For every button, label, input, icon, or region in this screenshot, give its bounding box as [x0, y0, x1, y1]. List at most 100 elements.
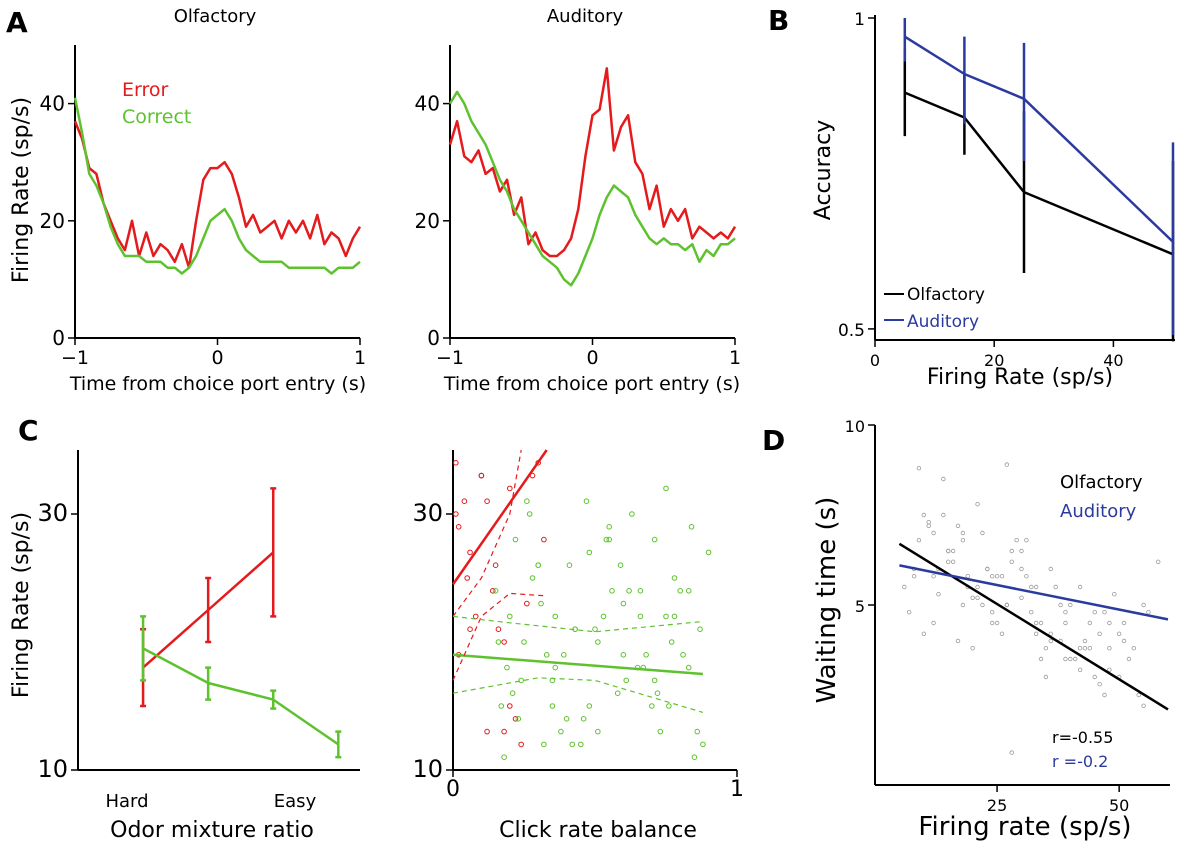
- data-point-error: [541, 536, 547, 543]
- data-point-correct: [509, 690, 516, 697]
- data-point: [990, 620, 995, 626]
- data-point-error: [472, 613, 479, 620]
- data-point: [1107, 620, 1112, 626]
- y-tick-label: 40: [415, 92, 440, 116]
- data-point: [960, 602, 966, 608]
- data-point-error: [464, 575, 471, 581]
- panel-d-waiting: 5 10 25 50 Firing rate (sp/s) Waiting time…: [812, 417, 1170, 842]
- panel-label-a: A: [6, 6, 28, 39]
- data-point: [936, 592, 941, 597]
- y-tick-label: 40: [40, 92, 65, 116]
- x-category-hard: Hard: [105, 791, 148, 812]
- data-point-correct: [504, 664, 510, 671]
- y-tick-label: 30: [37, 499, 68, 527]
- data-point-correct: [609, 588, 615, 594]
- data-point: [1121, 620, 1127, 626]
- y-tick-label: 10: [845, 417, 865, 436]
- data-point: [980, 602, 985, 608]
- data-point: [1077, 584, 1083, 590]
- data-point: [1009, 750, 1014, 755]
- data-point: [1107, 667, 1112, 672]
- series-line-correct: [73, 97, 361, 275]
- panel-c-odor: 10 30 Hard Easy Odor mixture ratio Firing…: [9, 450, 360, 843]
- data-point: [965, 574, 970, 579]
- data-point-error: [478, 472, 485, 479]
- data-point: [994, 620, 1000, 626]
- data-point-correct: [637, 613, 644, 620]
- data-point: [1073, 656, 1078, 662]
- data-point-correct: [600, 613, 607, 620]
- data-point-correct: [592, 626, 598, 633]
- legend-auditory: Auditory: [907, 312, 979, 332]
- data-point: [1019, 548, 1024, 554]
- data-point: [1141, 602, 1146, 608]
- data-point-correct: [654, 690, 661, 697]
- data-point-correct: [586, 703, 593, 709]
- data-point: [931, 574, 936, 579]
- data-point: [1087, 620, 1093, 626]
- fit-line-auditory: [899, 564, 1169, 621]
- data-point: [1063, 610, 1068, 615]
- data-point-error: [507, 485, 513, 492]
- data-point: [1004, 602, 1010, 608]
- data-point: [1116, 631, 1122, 636]
- data-point-correct: [700, 741, 706, 748]
- data-point: [980, 530, 985, 536]
- data-point-correct: [586, 549, 593, 556]
- data-point: [1146, 610, 1151, 615]
- data-point-correct: [538, 600, 544, 607]
- panel-label-d: D: [762, 424, 785, 457]
- data-point-error: [467, 626, 473, 633]
- data-point: [975, 595, 980, 600]
- data-point-error: [512, 716, 519, 722]
- data-point-correct: [623, 677, 630, 684]
- data-point: [1107, 646, 1112, 651]
- data-point: [1053, 584, 1058, 590]
- data-point-correct: [578, 741, 584, 748]
- data-point: [946, 559, 951, 564]
- data-point: [1014, 538, 1019, 543]
- data-point: [911, 574, 917, 579]
- data-point: [1102, 610, 1107, 615]
- data-point: [1033, 584, 1039, 590]
- data-point-correct: [501, 754, 507, 761]
- data-point-correct: [524, 498, 530, 505]
- x-tick-label: 1: [729, 347, 741, 369]
- data-point: [1077, 646, 1083, 651]
- y-tick-label: 10: [37, 755, 68, 783]
- series-line-correct: [142, 647, 340, 746]
- data-point-correct: [620, 652, 627, 658]
- data-point-correct: [680, 652, 686, 658]
- data-point: [1136, 692, 1141, 698]
- series-line-auditory: [904, 35, 1174, 243]
- data-point: [1019, 566, 1024, 572]
- data-point-correct: [526, 511, 533, 517]
- data-point-correct: [651, 536, 658, 543]
- data-point: [1077, 667, 1083, 672]
- legend-olfactory: Olfactory: [1060, 472, 1143, 493]
- data-point: [1068, 602, 1073, 608]
- series-line-error: [73, 120, 362, 269]
- data-point-correct: [649, 703, 655, 709]
- data-point: [1082, 646, 1088, 651]
- data-point: [1048, 631, 1053, 636]
- data-point-error: [455, 524, 462, 530]
- data-point-correct: [606, 536, 613, 543]
- data-point-correct: [603, 536, 610, 543]
- x-axis-label: Time from choice port entry (s): [443, 373, 740, 395]
- data-point: [921, 512, 927, 518]
- data-point: [950, 559, 956, 564]
- data-point-correct: [535, 562, 542, 569]
- data-point: [1063, 656, 1068, 662]
- data-point: [931, 530, 936, 536]
- data-point: [1087, 646, 1093, 651]
- data-point: [941, 476, 946, 482]
- fit-line-olfactory: [898, 542, 1169, 711]
- data-point: [906, 610, 912, 615]
- data-point-correct: [492, 588, 499, 594]
- x-tick-label: 1: [730, 777, 744, 802]
- data-point: [1004, 462, 1010, 467]
- legend-correct: Correct: [122, 106, 191, 128]
